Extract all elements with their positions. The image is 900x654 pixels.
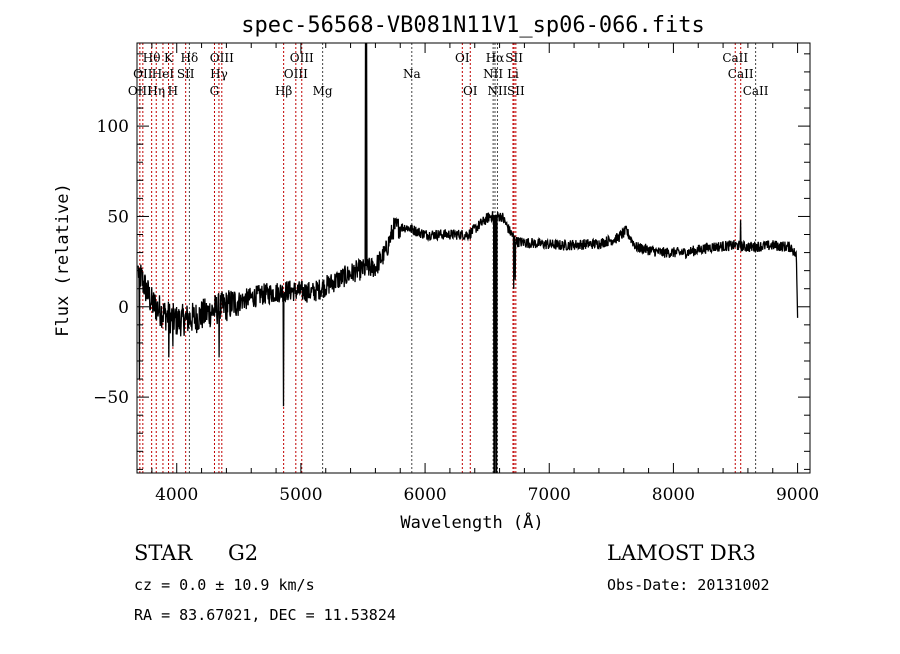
x-tick-label: 5000 <box>279 485 322 505</box>
line-label-5: OI <box>455 51 470 65</box>
y-tick-label: 0 <box>118 298 129 318</box>
line-label-19: Hη <box>147 84 165 98</box>
line-label-14: Na <box>403 67 421 81</box>
chart-title: spec-56568-VB081N11V1_sp06-066.fits <box>241 13 705 38</box>
line-label-1: K <box>164 51 174 65</box>
x-tick-label: 4000 <box>155 485 198 505</box>
redshift-cz: cz = 0.0 ± 10.9 km/s <box>134 576 315 594</box>
y-tick-label: 100 <box>97 117 129 137</box>
x-tick-label: 8000 <box>652 485 695 505</box>
y-tick-labels: 100 50 0 −50 <box>93 117 129 408</box>
line-label-21: G <box>210 84 220 98</box>
line-label-25: NII <box>487 84 507 98</box>
object-class: STAR <box>134 541 193 565</box>
line-label-11: SII <box>177 67 195 81</box>
line-label-22: Hβ <box>275 84 292 98</box>
line-label-8: CaII <box>722 51 748 65</box>
line-label-17: CaII <box>728 67 754 81</box>
line-label-24: OI <box>463 84 478 98</box>
line-label-15: NII <box>483 67 503 81</box>
spectral-line-markers <box>139 43 757 473</box>
x-tick-label: 7000 <box>528 485 571 505</box>
line-label-27: CaII <box>743 84 769 98</box>
axis-ticks <box>137 43 810 473</box>
y-tick-label: 50 <box>107 207 129 227</box>
x-tick-labels: 4000 5000 6000 7000 8000 9000 <box>155 485 819 505</box>
line-label-6: Hα <box>486 51 505 65</box>
object-subclass: G2 <box>228 541 258 565</box>
line-label-9: OII <box>133 67 153 81</box>
line-label-16: Li <box>507 67 519 81</box>
line-label-2: Hδ <box>181 51 199 65</box>
spectrum-line <box>137 42 799 474</box>
line-label-23: Mg <box>313 84 333 98</box>
x-axis-label: Wavelength (Å) <box>400 511 543 533</box>
line-label-4: OIII <box>290 51 314 65</box>
line-label-18: OIII <box>128 84 152 98</box>
line-label-0: Hθ <box>143 51 161 65</box>
x-tick-label: 9000 <box>776 485 819 505</box>
y-axis-label: Flux (relative) <box>53 183 73 337</box>
line-label-26: SII <box>507 84 525 98</box>
survey-name: LAMOST DR3 <box>607 541 756 565</box>
line-label-10: HeI <box>152 67 175 81</box>
line-label-3: OIII <box>210 51 234 65</box>
line-label-13: OIII <box>284 67 308 81</box>
line-label-12: Hγ <box>210 67 228 81</box>
y-tick-label: −50 <box>93 388 129 408</box>
obs-date: Obs-Date: 20131002 <box>607 576 770 594</box>
x-tick-label: 6000 <box>403 485 446 505</box>
line-label-20: H <box>168 84 178 98</box>
plot-frame <box>136 42 811 474</box>
line-label-7: SII <box>505 51 523 65</box>
coordinates: RA = 83.67021, DEC = 11.53824 <box>134 606 396 624</box>
